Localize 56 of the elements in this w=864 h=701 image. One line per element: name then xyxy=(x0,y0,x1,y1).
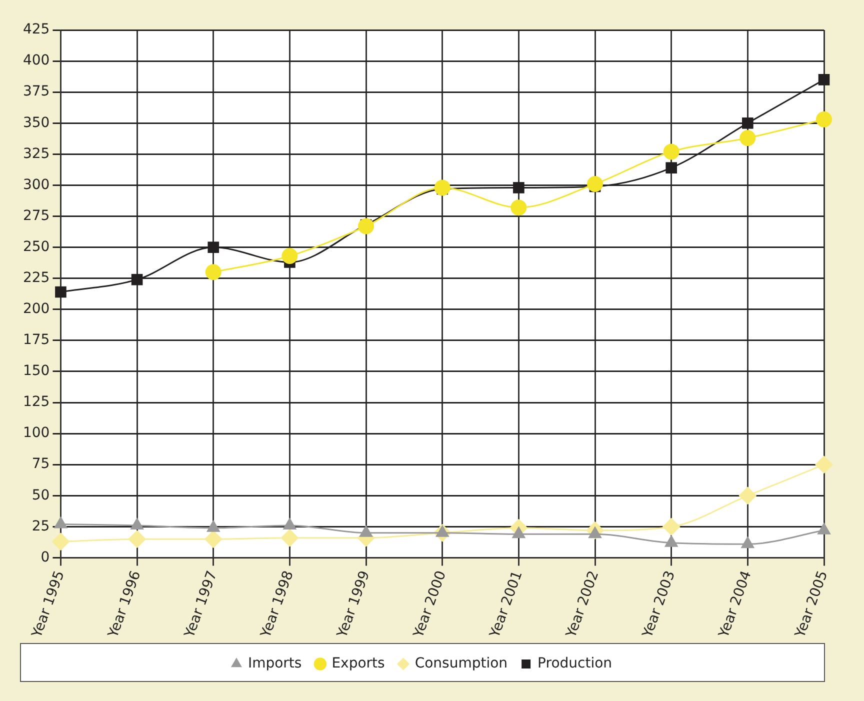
x-tick-label: Year 1996 xyxy=(105,568,144,641)
point xyxy=(742,117,754,129)
point xyxy=(204,530,222,548)
point xyxy=(55,286,66,298)
y-tick-label: 50 xyxy=(32,487,50,504)
point xyxy=(282,248,298,264)
point xyxy=(662,518,680,536)
y-tick-label: 225 xyxy=(22,270,50,286)
y-tick-label: 100 xyxy=(22,425,50,442)
x-tick-label: Year 2001 xyxy=(486,568,526,641)
legend-label: Exports xyxy=(332,656,385,672)
point xyxy=(663,144,680,160)
y-tick-label: 200 xyxy=(22,301,50,318)
point xyxy=(740,130,756,146)
point xyxy=(128,530,146,548)
legend-label: Imports xyxy=(248,656,302,672)
y-tick-label: 25 xyxy=(32,518,50,534)
x-tick-label: Year 2004 xyxy=(716,568,755,641)
x-tick-label: Year 1998 xyxy=(258,568,297,641)
legend-label: Consumption xyxy=(414,656,508,672)
point xyxy=(818,74,830,86)
legend-label: Production xyxy=(538,656,612,672)
x-tick-label: Year 1995 xyxy=(28,568,68,641)
point xyxy=(280,528,299,547)
y-tick-label: 325 xyxy=(22,146,50,162)
y-tick-label: 150 xyxy=(22,363,50,380)
x-tick-label: Year 1999 xyxy=(334,568,374,641)
x-tick-label: Year 2005 xyxy=(792,568,832,641)
point xyxy=(358,218,374,234)
point xyxy=(513,182,524,194)
point xyxy=(815,456,833,474)
y-tick-label: 425 xyxy=(22,22,50,38)
y-tick-label: 375 xyxy=(22,84,50,100)
y-tick-label: 275 xyxy=(22,208,50,224)
y-tick-label: 125 xyxy=(22,394,50,410)
y-tick-label: 175 xyxy=(22,332,50,348)
y-tick-label: 75 xyxy=(32,456,50,472)
y-tick-label: 400 xyxy=(22,52,50,69)
x-tick-label: Year 2000 xyxy=(410,568,450,641)
y-tick-label: 300 xyxy=(22,176,50,193)
x-tick-label: Year 2003 xyxy=(639,568,679,641)
point xyxy=(131,274,143,286)
x-tick-label: Year 2002 xyxy=(562,568,602,641)
x-tick-label: Year 1997 xyxy=(181,568,221,641)
point xyxy=(434,180,450,196)
point xyxy=(587,176,604,192)
point xyxy=(738,486,757,505)
point xyxy=(52,532,70,551)
point xyxy=(208,242,220,253)
point xyxy=(510,200,527,216)
y-tick-label: 250 xyxy=(22,238,50,255)
point xyxy=(816,111,832,128)
point xyxy=(666,162,677,174)
y-tick-label: 350 xyxy=(22,114,50,131)
y-tick-label: 0 xyxy=(40,549,50,566)
point xyxy=(205,264,222,280)
